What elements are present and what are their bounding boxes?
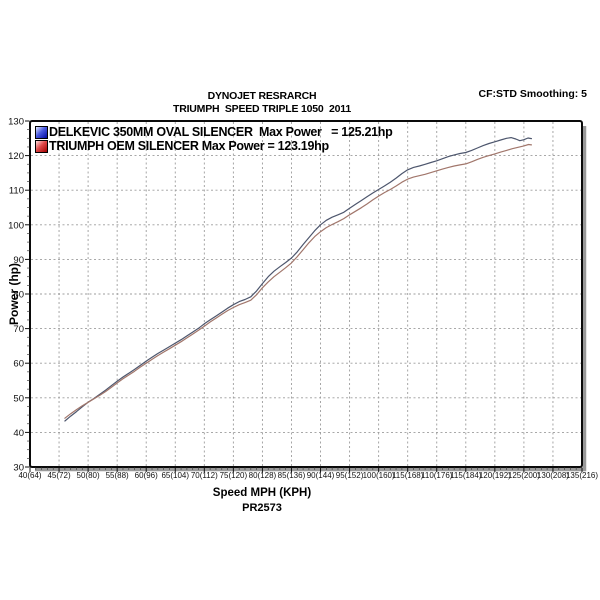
x-tick-label: 125(200) bbox=[508, 471, 540, 480]
frame-shadow bbox=[35, 126, 587, 472]
smoothing-setting-label: CF:STD Smoothing: 5 bbox=[478, 88, 588, 100]
y-tick-label: 130 bbox=[8, 117, 24, 128]
run-code-label: PR2573 bbox=[242, 502, 282, 514]
x-tick-label: 40(64) bbox=[18, 471, 41, 480]
y-tick-label: 40 bbox=[13, 428, 24, 439]
x-tick-label: 130(208) bbox=[537, 471, 569, 480]
x-tick-label: 120(192) bbox=[479, 471, 511, 480]
legend-item-delkevic: DELKEVIC 350MM OVAL SILENCER Max Power =… bbox=[35, 125, 393, 139]
y-tick-label: 110 bbox=[9, 186, 24, 197]
x-tick-label: 85(136) bbox=[278, 471, 306, 480]
x-tick-label: 70(112) bbox=[191, 471, 218, 480]
chart-title: DYNOJET RESRARCH bbox=[207, 90, 317, 102]
y-tick-label: 100 bbox=[8, 220, 24, 231]
x-tick-label: 65(104) bbox=[161, 471, 189, 480]
y-axis-title: Power (hp) bbox=[7, 263, 21, 325]
x-tick-label: 100(160) bbox=[363, 471, 395, 480]
x-tick-label: 80(128) bbox=[249, 471, 277, 480]
y-tick-label: 50 bbox=[13, 393, 24, 404]
legend-label-delkevic: DELKEVIC 350MM OVAL SILENCER Max Power =… bbox=[49, 125, 393, 139]
oem-power-curve bbox=[64, 143, 533, 419]
y-tick-label: 70 bbox=[13, 324, 24, 335]
delkevic-power-curve bbox=[64, 137, 533, 422]
x-tick-label: 50(80) bbox=[77, 471, 100, 480]
chart-subtitle: TRIUMPH SPEED TRIPLE 1050 2011 bbox=[172, 103, 351, 115]
x-tick-label: 45(72) bbox=[47, 471, 70, 480]
y-tick-label: 80 bbox=[13, 290, 24, 301]
x-tick-label: 60(96) bbox=[135, 471, 158, 480]
x-tick-label: 115(168) bbox=[392, 471, 424, 480]
x-axis-title: Speed MPH (KPH) bbox=[212, 487, 312, 499]
y-tick-label: 30 bbox=[13, 463, 24, 474]
x-tick-label: 90(144) bbox=[307, 471, 335, 480]
delkevic-blue-swatch-icon bbox=[35, 125, 48, 139]
y-tick-label: 90 bbox=[13, 255, 24, 266]
legend-label-oem: TRIUMPH OEM SILENCER Max Power = 123.19h… bbox=[49, 139, 329, 153]
x-tick-label: 55(88) bbox=[106, 471, 129, 480]
x-tick-label: 95(152) bbox=[336, 471, 364, 480]
legend-item-oem: TRIUMPH OEM SILENCER Max Power = 123.19h… bbox=[35, 139, 329, 153]
oem-red-swatch-icon bbox=[35, 139, 48, 153]
x-tick-label: 115(184) bbox=[450, 471, 482, 480]
x-tick-label: 75(120) bbox=[220, 471, 248, 480]
x-tick-label: 110(176) bbox=[421, 471, 453, 480]
x-tick-label: 135(216) bbox=[566, 471, 598, 480]
y-tick-label: 120 bbox=[8, 151, 24, 162]
plot-frame bbox=[29, 120, 583, 468]
y-tick-label: 60 bbox=[13, 359, 24, 370]
